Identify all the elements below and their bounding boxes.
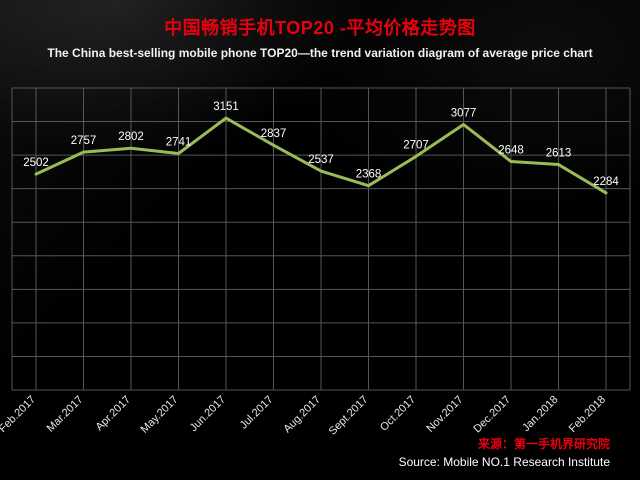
x-tick-label: Nov.2017 bbox=[424, 394, 465, 435]
data-label: 2537 bbox=[308, 154, 334, 166]
x-tick-label: Oct.2017 bbox=[378, 394, 418, 434]
data-label: 2613 bbox=[546, 148, 572, 160]
data-label: 2284 bbox=[593, 176, 619, 188]
x-tick-label: Feb.2017 bbox=[0, 394, 38, 435]
source-cn: 来源：第一手机界研究院 bbox=[477, 436, 610, 451]
x-tick-label: Dec.2017 bbox=[471, 394, 513, 436]
data-label: 2741 bbox=[166, 136, 192, 148]
data-label: 2648 bbox=[498, 145, 524, 157]
x-tick-label: May.2017 bbox=[139, 394, 181, 436]
x-tick-label: Jul.2017 bbox=[238, 394, 276, 432]
x-tick-label: Mar.2017 bbox=[45, 394, 86, 435]
data-label: 3077 bbox=[451, 107, 477, 119]
x-tick-label: Jan.2018 bbox=[520, 394, 560, 434]
x-tick-label: Sept.2017 bbox=[327, 394, 371, 438]
data-label: 2502 bbox=[23, 157, 49, 169]
x-tick-label: Feb.2018 bbox=[567, 394, 608, 435]
data-label: 3151 bbox=[213, 101, 239, 113]
page-subtitle: The China best-selling mobile phone TOP2… bbox=[47, 46, 593, 60]
x-tick-label: Aug.2017 bbox=[281, 394, 323, 436]
chart-footer: 来源：第一手机界研究院 Source: Mobile NO.1 Research… bbox=[399, 435, 610, 472]
data-label: 2837 bbox=[261, 128, 287, 140]
data-label: 2368 bbox=[356, 169, 382, 181]
x-tick-label: Jun.2017 bbox=[188, 394, 228, 434]
page-title: 中国畅销手机TOP20 -平均价格走势图 bbox=[164, 18, 476, 38]
data-label: 2757 bbox=[71, 135, 97, 147]
data-label: 2802 bbox=[118, 131, 144, 143]
source-en: Source: Mobile NO.1 Research Institute bbox=[398, 455, 610, 470]
x-tick-label: Apr.2017 bbox=[93, 394, 133, 434]
series-line bbox=[34, 116, 608, 195]
chart-header: 中国畅销手机TOP20 -平均价格走势图 The China best-sell… bbox=[0, 14, 640, 60]
data-label: 2707 bbox=[403, 139, 429, 151]
